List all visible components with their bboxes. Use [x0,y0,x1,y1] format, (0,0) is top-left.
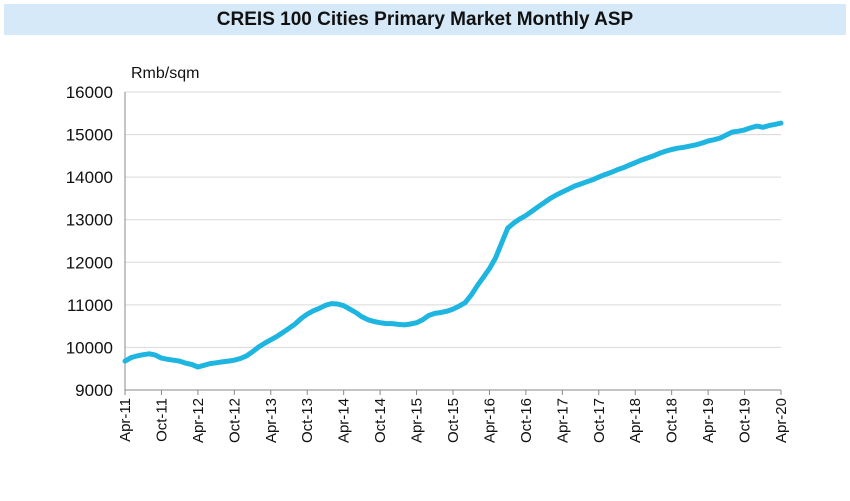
chart-title-bar: CREIS 100 Cities Primary Market Monthly … [4,4,846,35]
x-tick-label: Apr-18 [627,398,644,443]
axes [124,92,782,395]
x-tick-labels: Apr-11 Oct-11 Apr-12 Oct-12 Apr-13 Oct-13 Apr-… [117,398,790,443]
x-tick-label: Apr-16 [481,398,498,443]
chart-title: CREIS 100 Cities Primary Market Monthly … [216,8,634,30]
y-tick-label: 13000 [66,211,113,230]
y-tick-label: 14000 [66,168,113,187]
y-tick-label: 9000 [75,381,113,400]
x-tick-label: Apr-14 [336,398,353,443]
x-tick-label: Apr-11 [117,398,134,442]
x-tick-label: Oct-13 [299,398,316,443]
x-tick-label: Oct-17 [591,398,608,443]
x-tick-label: Oct-11 [153,398,170,442]
x-tick-label: Apr-13 [263,398,280,443]
x-tick-label: Oct-14 [372,398,389,443]
x-tick-label: Oct-19 [737,398,754,443]
y-tick-label: 15000 [66,126,113,145]
gridlines [125,91,781,348]
x-tick-label: Apr-20 [773,398,790,443]
x-tick-label: Apr-17 [554,398,571,443]
y-tick-label: 12000 [66,253,113,272]
y-tick-label: 10000 [66,338,113,357]
y-tick-labels: 9000 10000 11000 12000 13000 14000 15000 16000 [66,83,113,400]
y-axis-unit-label: Rmb/sqm [131,65,199,82]
x-tick-label: Oct-16 [518,398,535,443]
x-tick-label: Apr-12 [190,398,207,443]
series-layer [122,120,784,370]
x-tick-label: Oct-18 [664,398,681,443]
asp-series-line [122,120,784,370]
x-tick-label: Oct-12 [226,398,243,443]
x-tick-label: Apr-19 [700,398,717,443]
x-tick-label: Oct-15 [445,398,462,443]
x-tick-label: Apr-15 [409,398,426,443]
y-tick-label: 11000 [67,296,113,315]
y-tick-label: 16000 [66,83,113,102]
